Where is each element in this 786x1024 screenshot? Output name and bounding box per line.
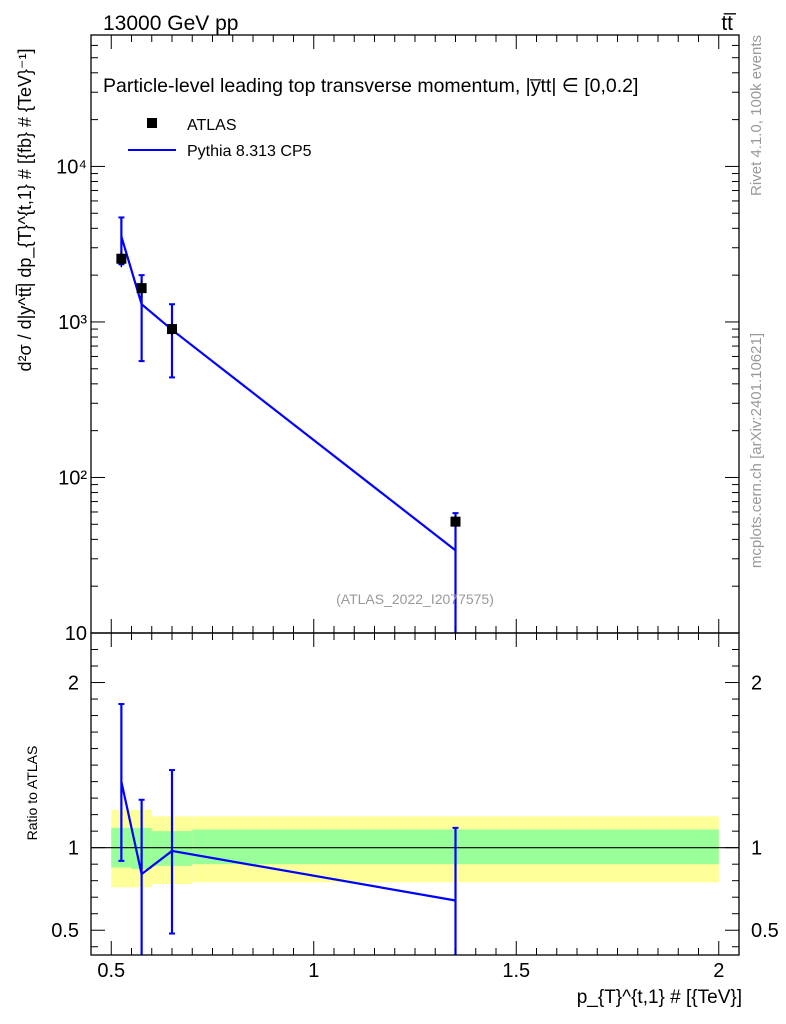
legend-atlas-label: ATLAS bbox=[187, 117, 237, 134]
process-label: tt̅ bbox=[721, 12, 737, 35]
x-tick-label: 1.5 bbox=[502, 960, 530, 982]
ratio-bands bbox=[111, 809, 719, 888]
ratio-y-tick-label: 1 bbox=[68, 838, 79, 860]
rivet-label: Rivet 4.1.0, 100k events bbox=[748, 35, 765, 196]
ratio-series bbox=[118, 703, 459, 955]
main-y-tick-label: 10² bbox=[58, 467, 87, 489]
legend-pythia-label: Pythia 8.313 CP5 bbox=[187, 143, 312, 160]
x-tick-label: 1 bbox=[308, 960, 319, 982]
ratio-y-tick-label: 2 bbox=[68, 673, 79, 695]
legend: ATLAS Pythia 8.313 CP5 bbox=[128, 117, 312, 160]
axis-ticks: 10 10² 10³ 10⁴ 0.5 1 1.5 2 0.5 0.5 1 1 2 2 bbox=[51, 34, 779, 982]
main-series bbox=[116, 216, 461, 633]
main-y-tick-label: 10³ bbox=[58, 312, 87, 334]
x-tick-label: 0.5 bbox=[97, 960, 125, 982]
atlas-data-point bbox=[450, 516, 461, 527]
ratio-y-tick-label-right: 0.5 bbox=[751, 920, 779, 942]
main-y-tick-label: 10 bbox=[65, 623, 87, 645]
ratio-y-tick-label: 0.5 bbox=[51, 920, 79, 942]
main-title: Particle-level leading top transverse mo… bbox=[103, 75, 638, 97]
mcplots-label: mcplots.cern.ch [arXiv:2401.10621] bbox=[748, 333, 765, 568]
legend-atlas-marker bbox=[147, 118, 157, 128]
x-axis-label: p_{T}^{t,1} # [{TeV}] bbox=[577, 987, 742, 1008]
atlas-data-point bbox=[167, 324, 177, 335]
ratio-y-tick-label-right: 2 bbox=[751, 673, 762, 695]
main-y-tick-label: 10⁴ bbox=[56, 156, 87, 178]
energy-label: 13000 GeV pp bbox=[103, 12, 238, 35]
x-tick-label: 2 bbox=[713, 960, 724, 982]
watermark: (ATLAS_2022_I2077575) bbox=[336, 591, 494, 607]
ratio-pythia-line bbox=[120, 781, 456, 902]
ratio-frame bbox=[90, 632, 740, 956]
atlas-data-point bbox=[116, 253, 127, 264]
pythia-line bbox=[120, 236, 457, 552]
ratio-y-tick-label-right: 1 bbox=[751, 838, 762, 860]
atlas-data-point bbox=[136, 283, 147, 294]
main-y-axis-label: d²σ / d|y^tt̅| dp_{T}^{t,1} # [{fb} # {T… bbox=[15, 48, 36, 371]
ratio-y-axis-label: Ratio to ATLAS bbox=[24, 746, 40, 841]
